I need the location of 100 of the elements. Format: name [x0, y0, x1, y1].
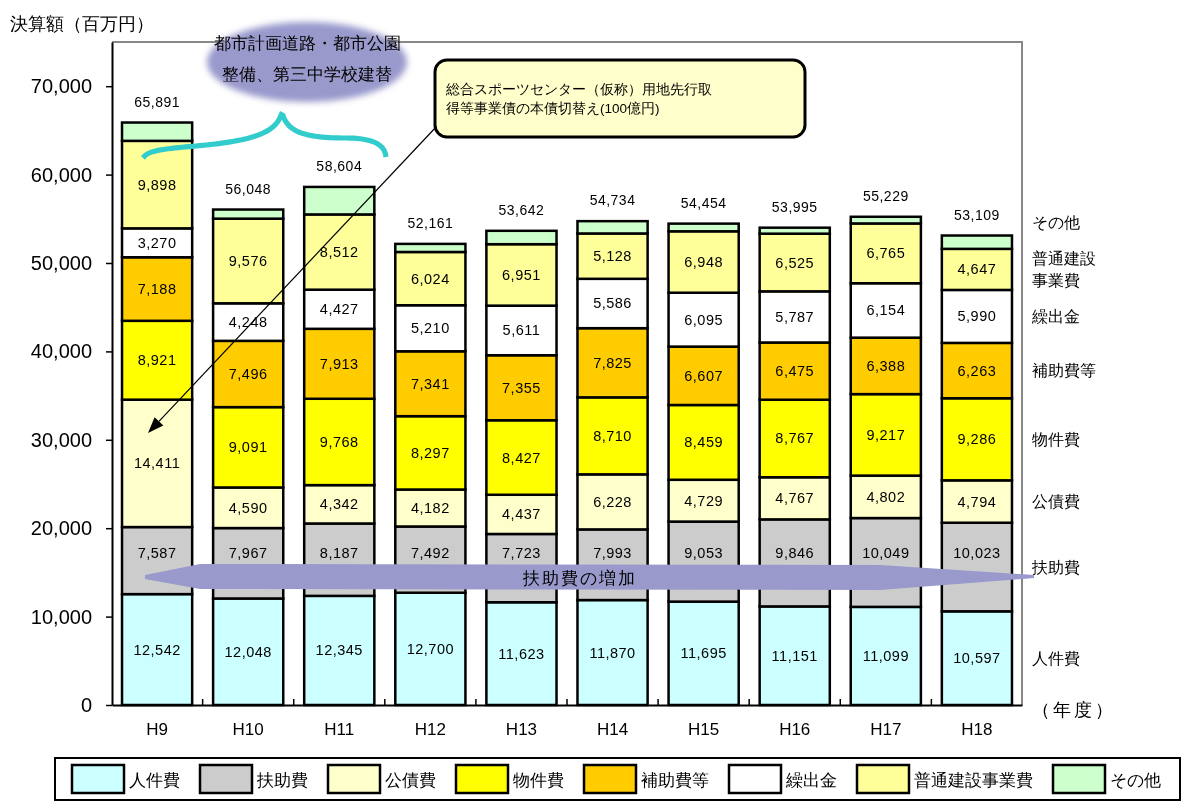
total-label: 58,604 — [316, 157, 363, 174]
x-tick-label: H15 — [688, 720, 720, 740]
y-tick-label: 0 — [80, 693, 92, 716]
data-label: 5,990 — [957, 308, 997, 325]
data-label: 6,475 — [775, 363, 815, 380]
data-label: 4,427 — [319, 301, 359, 318]
text: 繰出金 — [1032, 307, 1080, 325]
data-label: 6,765 — [866, 245, 906, 262]
x-tick-label: H17 — [870, 720, 902, 740]
x-tick-label: H12 — [414, 720, 446, 740]
data-label: 12,345 — [315, 642, 363, 659]
x-tick-label: H18 — [961, 720, 993, 740]
total-label: 54,454 — [680, 194, 727, 211]
text: 公債費 — [1032, 493, 1080, 511]
y-tick-label: 40,000 — [30, 340, 92, 363]
data-label: 8,297 — [410, 444, 450, 461]
y-tick-label: 60,000 — [30, 163, 92, 186]
data-label: 6,948 — [684, 254, 724, 271]
legend-label: 繰出金 — [785, 770, 837, 790]
data-label: 7,496 — [228, 366, 268, 382]
legend-label: 扶助費 — [256, 770, 308, 790]
total-label: 53,642 — [498, 201, 545, 218]
data-label: 9,053 — [684, 545, 724, 561]
x-tick-label: H9 — [146, 720, 168, 740]
total-label: 56,048 — [225, 180, 272, 197]
data-label: 12,700 — [406, 640, 455, 657]
data-label: 4,802 — [866, 488, 906, 505]
data-label: 9,768 — [319, 433, 359, 450]
data-label: 6,951 — [502, 266, 541, 283]
total-label: 52,161 — [407, 214, 454, 231]
data-label: 4,342 — [319, 496, 359, 513]
text: 物件費 — [1032, 430, 1080, 448]
data-label: 4,647 — [957, 261, 997, 278]
data-label: 4,590 — [228, 499, 268, 516]
data-label: 4,729 — [684, 492, 724, 509]
legend-label: 人件費 — [129, 770, 180, 790]
data-label: 6,228 — [593, 493, 632, 510]
annotation: 扶助費の増加 — [522, 568, 637, 588]
data-label: 8,427 — [502, 449, 541, 466]
data-label: 4,437 — [502, 506, 541, 523]
data-label: 6,388 — [866, 357, 906, 374]
data-label: 6,095 — [684, 311, 724, 328]
y-tick-label: 30,000 — [30, 428, 92, 451]
data-label: 9,576 — [228, 252, 268, 269]
legend-label: 補助費等 — [641, 770, 709, 790]
data-label: 7,825 — [593, 354, 632, 371]
data-label: 4,767 — [775, 490, 815, 507]
legend-label: その他 — [1110, 770, 1161, 790]
data-label: 8,459 — [684, 434, 724, 451]
data-label: 5,586 — [593, 295, 632, 312]
text: その他 — [1032, 213, 1080, 231]
y-tick-label: 20,000 — [30, 517, 92, 540]
data-label: 3,270 — [137, 234, 177, 251]
data-label: 6,263 — [957, 362, 997, 379]
data-label: 11,099 — [862, 647, 909, 664]
x-tick-label: H16 — [779, 720, 811, 740]
data-label: 7,723 — [502, 545, 541, 561]
data-label: 9,091 — [228, 439, 268, 456]
y-tick-label: 10,000 — [30, 605, 92, 628]
data-label: 8,512 — [319, 244, 359, 261]
data-label: 9,217 — [866, 426, 906, 443]
data-label: 12,048 — [224, 643, 272, 660]
data-label: 6,154 — [866, 302, 906, 319]
data-label: 8,187 — [319, 545, 359, 561]
data-label: 7,913 — [319, 355, 359, 372]
x-tick-label: H14 — [596, 720, 629, 740]
data-label: 5,128 — [593, 248, 632, 265]
annotation: 都市計画道路・都市公園整備、第三中学校建替 — [213, 33, 401, 84]
legend-label: 公債費 — [385, 770, 436, 790]
data-label: 7,355 — [502, 379, 541, 396]
total-label: 65,891 — [134, 93, 180, 110]
data-label: 11,623 — [498, 645, 545, 662]
data-label: 4,794 — [957, 493, 997, 510]
data-label: 14,411 — [133, 455, 181, 472]
y-tick-label: 50,000 — [30, 251, 92, 274]
text: 人件費 — [1032, 649, 1080, 667]
x-tick-label: H11 — [324, 720, 355, 740]
data-label: 9,898 — [137, 176, 177, 193]
data-label: 6,024 — [410, 270, 450, 287]
data-label: 5,210 — [410, 320, 450, 337]
total-label: 54,734 — [589, 192, 636, 209]
data-label: 10,049 — [862, 545, 910, 561]
y-axis-title: 決算額（百万円） — [10, 14, 154, 34]
data-label: 8,767 — [775, 430, 815, 447]
data-label: 10,597 — [953, 650, 1001, 667]
data-label: 11,695 — [680, 645, 727, 662]
data-label: 8,710 — [593, 427, 632, 444]
x-axis-title: （年度） — [1032, 699, 1116, 720]
x-tick-label: H10 — [232, 720, 264, 740]
data-label: 9,846 — [775, 545, 815, 561]
data-label: 9,286 — [957, 431, 997, 448]
data-label: 6,525 — [775, 254, 815, 271]
y-tick-label: 70,000 — [30, 75, 92, 98]
data-label: 5,611 — [502, 322, 541, 339]
data-label: 11,870 — [589, 644, 636, 661]
legend-label: 物件費 — [513, 770, 564, 790]
data-label: 7,587 — [137, 545, 177, 561]
total-label: 53,995 — [771, 198, 818, 215]
text: 補助費等 — [1032, 362, 1096, 380]
data-label: 12,542 — [133, 641, 181, 658]
